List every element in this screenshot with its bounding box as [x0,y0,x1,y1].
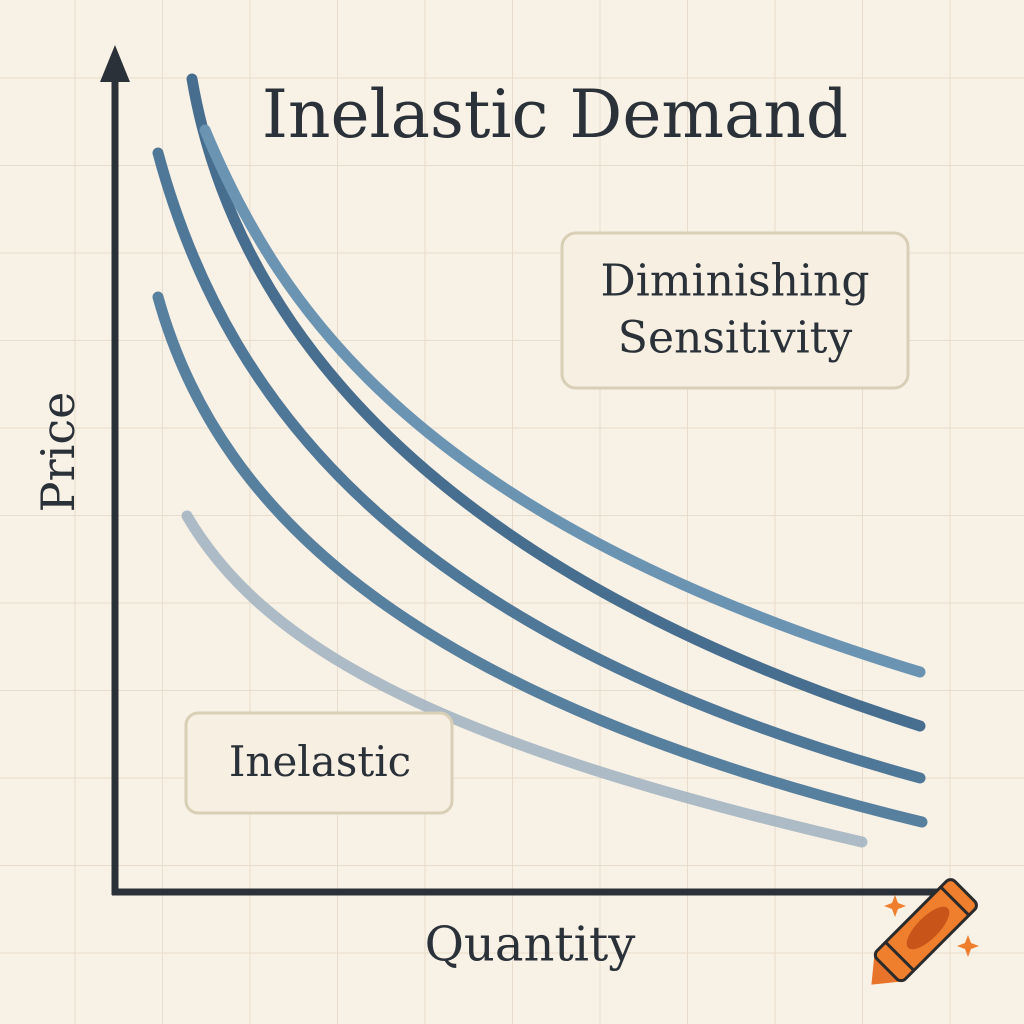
demand-curves [152,73,928,848]
y-axis-label: Price [31,392,85,513]
curve [186,73,926,732]
crayon-icon [871,878,978,985]
title: Inelastic Demand [262,76,848,153]
curve [152,291,928,828]
curve [181,510,868,848]
y-axis-arrow [100,45,130,82]
sparkle [884,895,906,917]
annotation-text: Diminishing [600,256,869,307]
axes [100,45,945,896]
curve [199,124,926,678]
sparkle [957,935,979,957]
annotation-text: Inelastic [229,737,411,786]
annotation-box [560,231,910,390]
annotation-box [184,711,454,815]
annotation-text: Sensitivity [618,313,853,364]
x-axis-label: Quantity [425,917,636,973]
curve [152,147,926,784]
